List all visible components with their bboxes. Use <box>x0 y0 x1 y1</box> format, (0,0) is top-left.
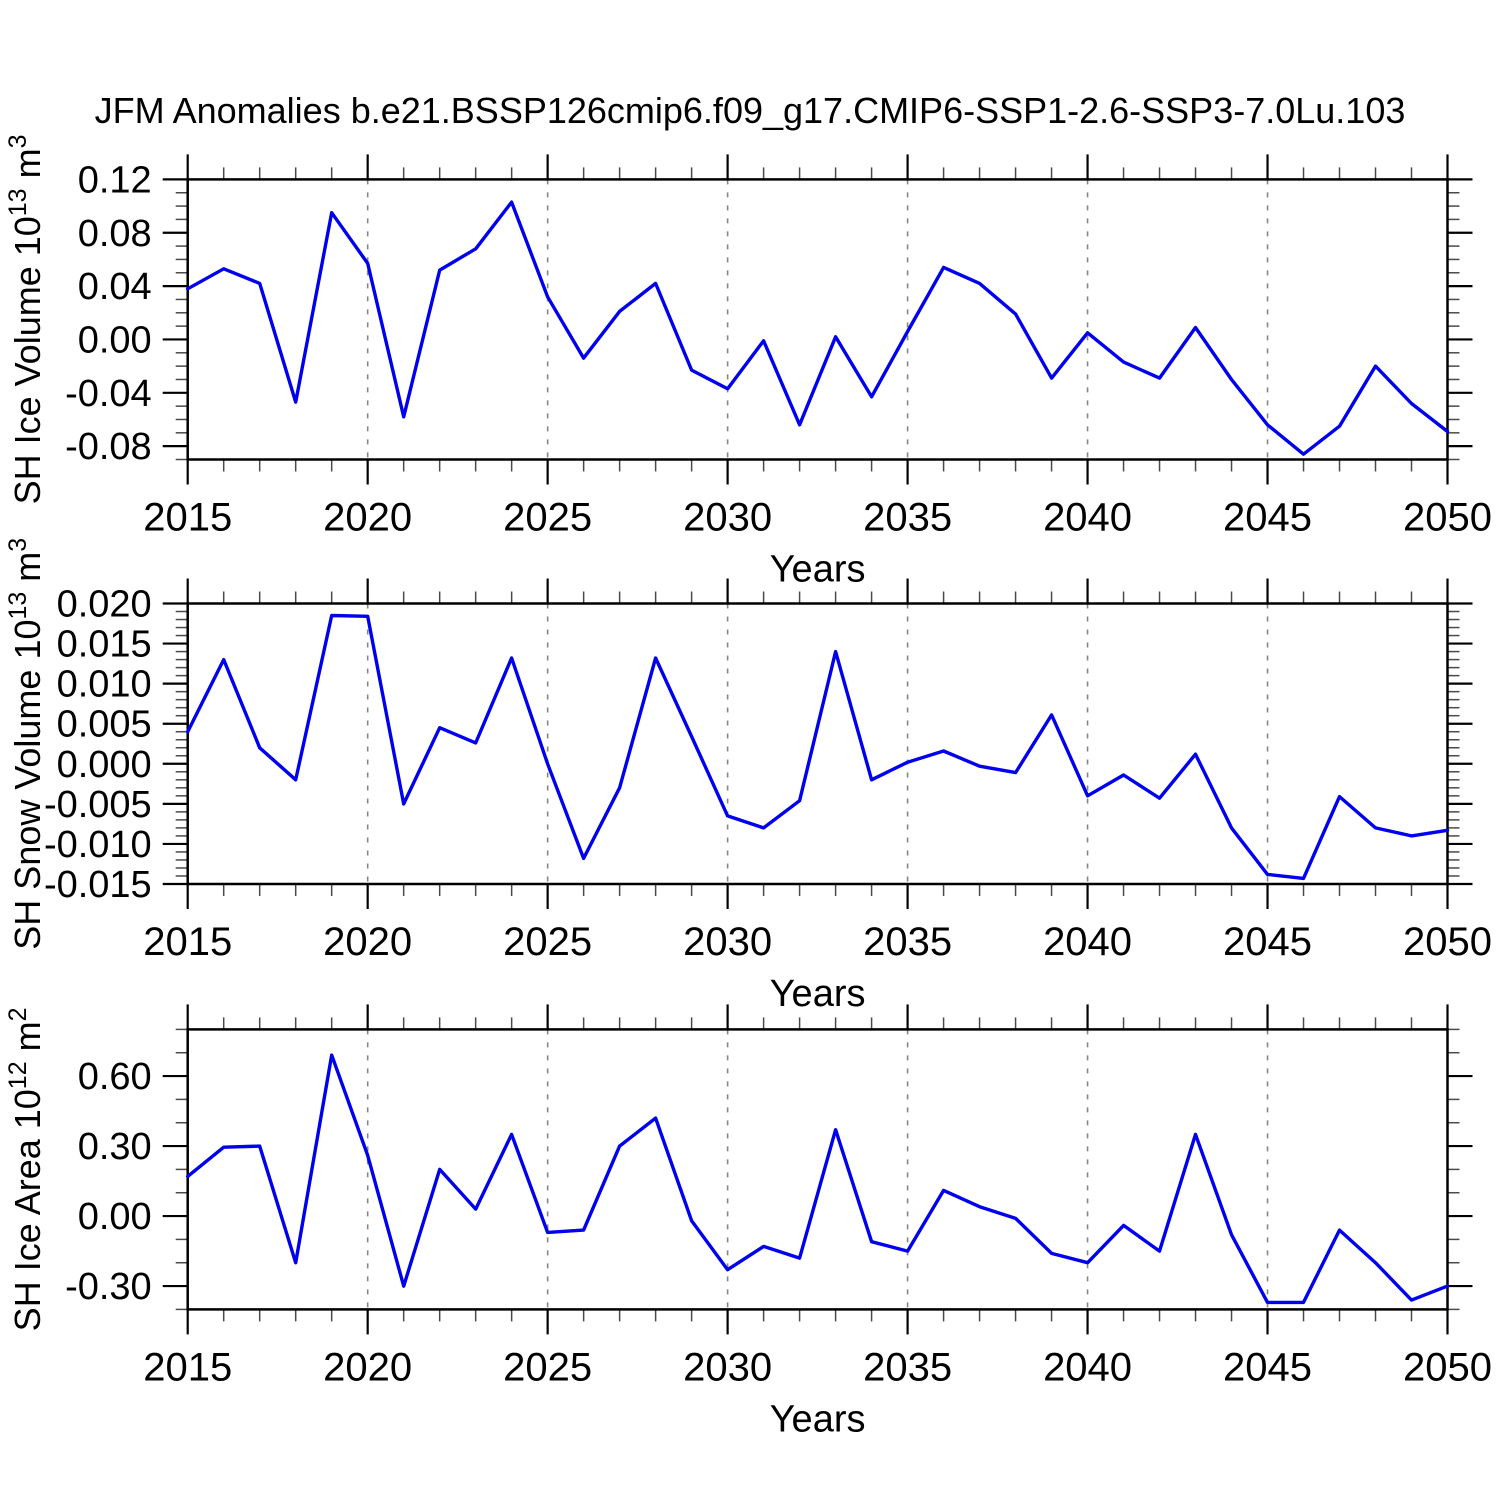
panel-sh-ice-volume: 0.12 0.08 0.04 0.00 -0.04 -0.08 2015 2020 2025 20… <box>4 135 1492 591</box>
x-tick-label: 2040 <box>1043 496 1132 540</box>
chart-title: JFM Anomalies b.e21.BSSP126cmip6.f09_g17… <box>94 90 1406 131</box>
y-tick-label: 0.60 <box>78 1056 152 1098</box>
y-tick-label: 0.000 <box>57 744 152 786</box>
x-tick-label: 2035 <box>863 1345 952 1389</box>
x-tick-label: 2050 <box>1403 1345 1492 1389</box>
y-tick-label: 0.00 <box>78 319 152 361</box>
plot-frame <box>186 602 1449 886</box>
x-tick-label: 2050 <box>1403 920 1492 964</box>
x-axis-title: Years <box>770 973 866 1015</box>
series-sh-snow-volume <box>185 613 1450 881</box>
y-tick-label: 0.00 <box>78 1196 152 1238</box>
x-tick-label: 2025 <box>503 920 592 964</box>
y-tick-label: -0.08 <box>65 426 152 468</box>
y-axis-title: SH Ice Area 1012 m2 <box>4 1007 48 1331</box>
y-tick-label: 0.04 <box>78 266 152 308</box>
x-axis-title: Years <box>770 549 866 591</box>
x-tick-label: 2015 <box>143 920 232 964</box>
y-tick-label: 0.30 <box>78 1126 152 1168</box>
y-tick-label: 0.08 <box>78 213 152 255</box>
x-tick-label: 2025 <box>503 1345 592 1389</box>
x-tick-label: 2045 <box>1223 920 1312 964</box>
x-tick-label: 2020 <box>323 496 412 540</box>
x-tick-label: 2035 <box>863 496 952 540</box>
y-tick-label: 0.005 <box>57 704 152 746</box>
plot-frame <box>186 1028 1449 1311</box>
x-tick-label: 2045 <box>1223 1345 1312 1389</box>
x-tick-label: 2020 <box>323 920 412 964</box>
series-sh-ice-area <box>185 1053 1450 1305</box>
panel-sh-ice-area: 0.60 0.30 0.00 -0.30 2015 2020 2025 2030 2035 204… <box>4 1004 1492 1440</box>
x-tick-label: 2030 <box>683 496 772 540</box>
x-axis-title: Years <box>770 1398 866 1440</box>
y-tick-label: 0.020 <box>57 584 152 626</box>
y-tick-label: -0.04 <box>65 373 152 415</box>
plot-frame <box>186 178 1449 461</box>
x-tick-label: 2040 <box>1043 920 1132 964</box>
x-tick-label: 2030 <box>683 1345 772 1389</box>
y-tick-label: -0.005 <box>44 784 152 826</box>
x-tick-label: 2040 <box>1043 1345 1132 1389</box>
series-sh-ice-volume <box>185 200 1450 456</box>
y-tick-label: -0.010 <box>44 824 152 866</box>
x-tick-label: 2015 <box>143 496 232 540</box>
panel-sh-snow-volume: 0.0200.0150.0100.0050.000-0.005-0.010-0.… <box>4 538 1492 1015</box>
x-tick-label: 2035 <box>863 920 952 964</box>
x-tick-label: 2015 <box>143 1345 232 1389</box>
y-tick-label: 0.015 <box>57 624 152 666</box>
y-tick-label: 0.010 <box>57 664 152 706</box>
y-axis-title: SH Snow Volume 1013 m3 <box>4 538 48 950</box>
x-tick-label: 2045 <box>1223 496 1312 540</box>
y-tick-label: -0.015 <box>44 864 152 906</box>
x-tick-label: 2050 <box>1403 496 1492 540</box>
y-tick-label: 0.12 <box>78 159 152 201</box>
x-tick-label: 2030 <box>683 920 772 964</box>
x-tick-label: 2025 <box>503 496 592 540</box>
y-tick-label: -0.30 <box>65 1266 152 1308</box>
y-axis-title: SH Ice Volume 1013 m3 <box>4 135 48 505</box>
x-tick-label: 2020 <box>323 1345 412 1389</box>
